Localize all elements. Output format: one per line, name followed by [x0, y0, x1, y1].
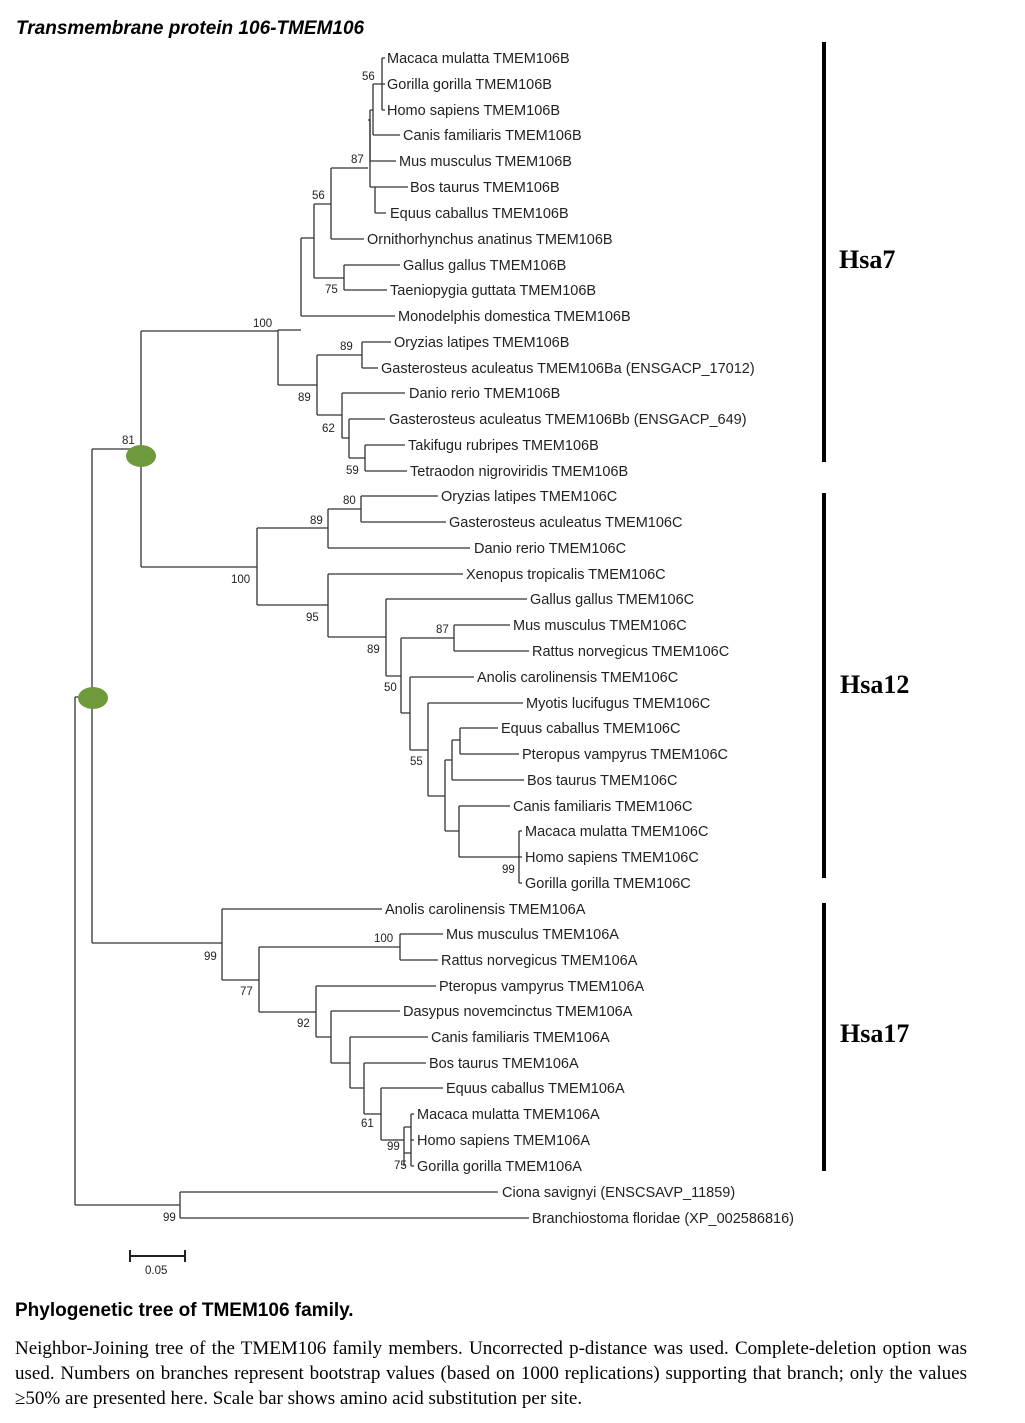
- bootstrap-value: 100: [374, 933, 393, 945]
- leaf-label: Canis familiaris TMEM106A: [431, 1030, 610, 1046]
- leaf-label: Equus caballus TMEM106B: [390, 206, 569, 222]
- bootstrap-value: 61: [361, 1118, 374, 1130]
- bootstrap-value: 99: [387, 1141, 400, 1153]
- bootstrap-value: 59: [346, 465, 359, 477]
- leaf-label: Bos taurus TMEM106A: [429, 1056, 579, 1072]
- phylogenetic-tree-figure: Transmembrane protein 106-TMEM106: [15, 18, 909, 1321]
- bootstrap-values: 56 87 56 75 100 89 89 62 59 81 80 89 100…: [122, 71, 515, 1224]
- tree-branches: [74, 57, 529, 1219]
- leaf-label: Pteropus vampyrus TMEM106C: [522, 747, 728, 763]
- leaf-label: Mus musculus TMEM106C: [513, 618, 687, 634]
- bootstrap-value: 99: [163, 1212, 176, 1224]
- leaf-label: Gorilla gorilla TMEM106B: [387, 77, 552, 93]
- bootstrap-value: 80: [343, 495, 356, 507]
- leaf-label: Gallus gallus TMEM106B: [403, 258, 566, 274]
- bootstrap-value: 89: [298, 392, 311, 404]
- bootstrap-value: 99: [204, 951, 217, 963]
- duplication-node-marker: [78, 687, 108, 709]
- leaf-label: Macaca mulatta TMEM106A: [417, 1107, 600, 1123]
- bootstrap-value: 87: [351, 154, 364, 166]
- bootstrap-value: 56: [362, 71, 375, 83]
- leaf-label: Myotis lucifugus TMEM106C: [526, 696, 710, 712]
- leaf-label: Bos taurus TMEM106C: [527, 773, 677, 789]
- leaf-label: Oryzias latipes TMEM106C: [441, 489, 617, 505]
- leaf-label: Homo sapiens TMEM106A: [417, 1133, 590, 1149]
- bootstrap-value: 95: [306, 612, 319, 624]
- bootstrap-value: 81: [122, 435, 135, 447]
- leaf-label: Ciona savignyi (ENSCSAVP_11859): [502, 1185, 735, 1201]
- bootstrap-value: 100: [231, 574, 250, 586]
- bootstrap-value: 100: [253, 318, 272, 330]
- leaf-label: Anolis carolinensis TMEM106A: [385, 902, 586, 918]
- chromosome-groups: Hsa7 Hsa12 Hsa17: [822, 42, 909, 1171]
- leaf-label: Branchiostoma floridae (XP_002586816): [532, 1211, 794, 1227]
- leaf-label: Pteropus vampyrus TMEM106A: [439, 979, 645, 995]
- caption-text: Neighbor-Joining tree of the TMEM106 fam…: [15, 1338, 967, 1409]
- leaf-label: Mus musculus TMEM106A: [446, 927, 619, 943]
- leaf-label: Canis familiaris TMEM106B: [403, 128, 582, 144]
- leaf-label: Gasterosteus aculeatus TMEM106C: [449, 515, 682, 531]
- leaf-label: Rattus norvegicus TMEM106A: [441, 953, 638, 969]
- group-label-hsa17: Hsa17: [840, 1019, 909, 1048]
- leaf-label: Takifugu rubripes TMEM106B: [408, 438, 599, 454]
- leaf-label: Homo sapiens TMEM106C: [525, 850, 699, 866]
- group-label-hsa7: Hsa7: [839, 245, 895, 274]
- leaf-label: Taeniopygia guttata TMEM106B: [390, 283, 596, 299]
- bootstrap-value: 89: [367, 644, 380, 656]
- leaf-labels: Macaca mulatta TMEM106B Gorilla gorilla …: [367, 51, 794, 1227]
- bootstrap-value: 89: [310, 515, 323, 527]
- leaf-label: Danio rerio TMEM106B: [409, 386, 560, 402]
- bootstrap-value: 55: [410, 756, 423, 768]
- bootstrap-value: 99: [502, 864, 515, 876]
- leaf-label: Gallus gallus TMEM106C: [530, 592, 694, 608]
- bootstrap-value: 56: [312, 190, 325, 202]
- leaf-label: Gorilla gorilla TMEM106C: [525, 876, 691, 892]
- leaf-label: Bos taurus TMEM106B: [410, 180, 560, 196]
- leaf-label: Rattus norvegicus TMEM106C: [532, 644, 729, 660]
- leaf-label: Anolis carolinensis TMEM106C: [477, 670, 678, 686]
- group-label-hsa12: Hsa12: [840, 670, 909, 699]
- leaf-label: Gorilla gorilla TMEM106A: [417, 1159, 582, 1175]
- leaf-label: Mus musculus TMEM106B: [399, 154, 572, 170]
- bootstrap-value: 75: [394, 1160, 407, 1172]
- leaf-label: Equus caballus TMEM106A: [446, 1081, 625, 1097]
- figure-title: Transmembrane protein 106-TMEM106: [16, 18, 365, 39]
- leaf-label: Monodelphis domestica TMEM106B: [398, 309, 631, 325]
- bootstrap-value: 50: [384, 682, 397, 694]
- leaf-label: Ornithorhynchus anatinus TMEM106B: [367, 232, 613, 248]
- bootstrap-value: 75: [325, 284, 338, 296]
- leaf-label: Macaca mulatta TMEM106B: [387, 51, 570, 67]
- leaf-label: Equus caballus TMEM106C: [501, 721, 680, 737]
- scale-bar-label: 0.05: [145, 1265, 167, 1277]
- leaf-label: Gasterosteus aculeatus TMEM106Ba (ENSGAC…: [381, 361, 755, 377]
- bootstrap-value: 77: [240, 986, 253, 998]
- duplication-node-marker: [126, 445, 156, 467]
- leaf-label: Oryzias latipes TMEM106B: [394, 335, 569, 351]
- leaf-label: Gasterosteus aculeatus TMEM106Bb (ENSGAC…: [389, 412, 747, 428]
- leaf-label: Macaca mulatta TMEM106C: [525, 824, 708, 840]
- caption-title: Phylogenetic tree of TMEM106 family.: [15, 1300, 354, 1321]
- leaf-label: Dasypus novemcinctus TMEM106A: [403, 1004, 633, 1020]
- leaf-label: Homo sapiens TMEM106B: [387, 103, 560, 119]
- bootstrap-value: 92: [297, 1018, 310, 1030]
- scale-bar: 0.05: [129, 1250, 186, 1277]
- leaf-label: Danio rerio TMEM106C: [474, 541, 626, 557]
- bootstrap-value: 62: [322, 423, 335, 435]
- leaf-label: Canis familiaris TMEM106C: [513, 799, 692, 815]
- bootstrap-value: 89: [340, 341, 353, 353]
- leaf-label: Xenopus tropicalis TMEM106C: [466, 567, 666, 583]
- leaf-label: Tetraodon nigroviridis TMEM106B: [410, 464, 628, 480]
- bootstrap-value: 87: [436, 624, 449, 636]
